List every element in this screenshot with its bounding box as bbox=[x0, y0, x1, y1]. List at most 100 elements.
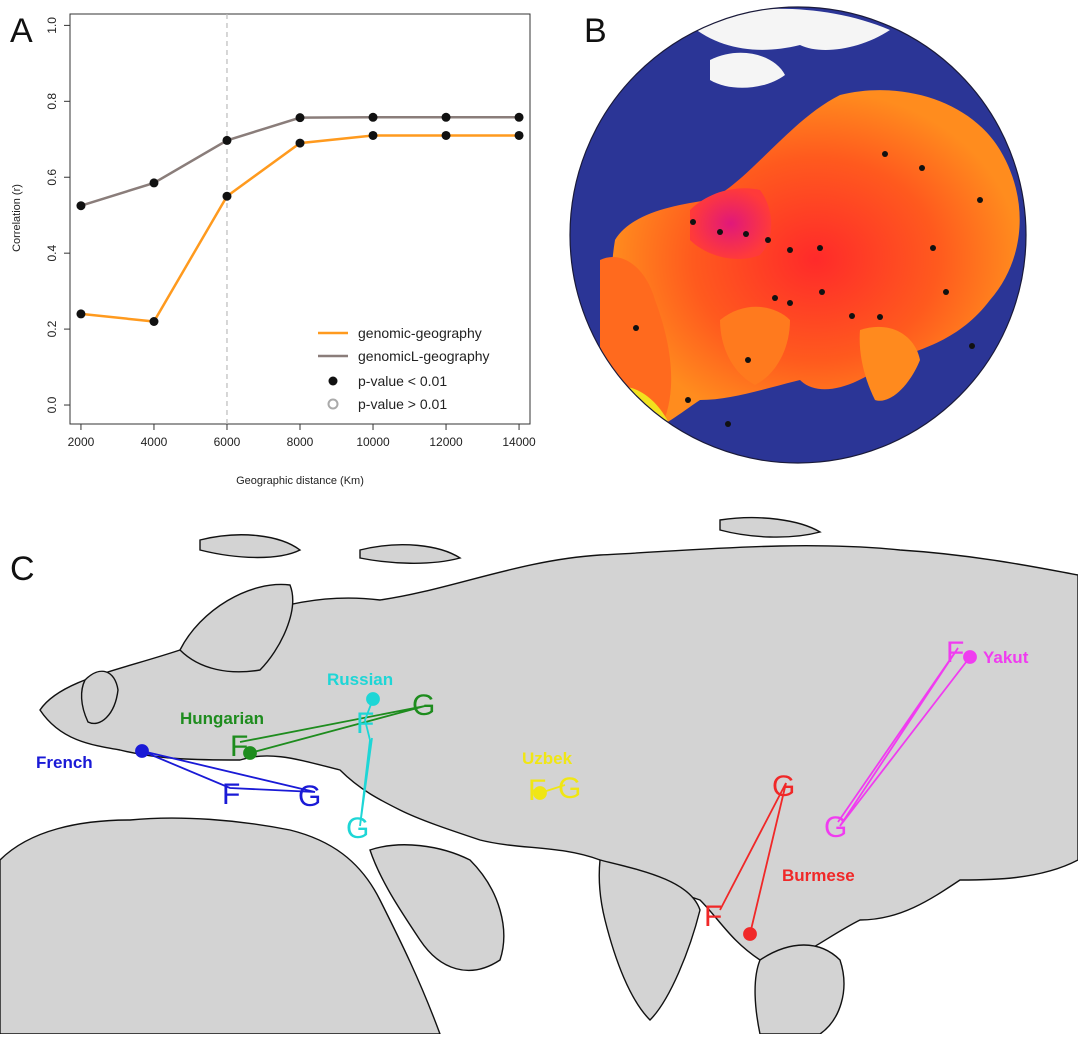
sample-point bbox=[969, 343, 975, 349]
russian-g-marker: G bbox=[346, 812, 369, 845]
y-tick-label: 0.8 bbox=[45, 93, 59, 110]
panel-letter-a: A bbox=[10, 12, 33, 50]
hungarian-path bbox=[239, 705, 426, 754]
arabia-landmass bbox=[369, 844, 505, 972]
sample-point bbox=[685, 397, 691, 403]
series-points bbox=[76, 112, 524, 326]
hungarian-origin bbox=[243, 746, 257, 760]
sample-point bbox=[849, 313, 855, 319]
population-yakut: F G Yakut bbox=[824, 636, 1029, 844]
sample-point bbox=[977, 197, 983, 203]
arctic-landmass bbox=[690, 8, 890, 50]
population-french: F G French bbox=[36, 744, 321, 813]
data-point-1 bbox=[149, 178, 159, 188]
y-axis: 0.0 0.2 0.4 0.6 0.8 1.0 bbox=[45, 17, 70, 413]
hungarian-label: Hungarian bbox=[180, 709, 264, 728]
y-axis-label: Correlation (r) bbox=[11, 184, 23, 252]
sample-point bbox=[787, 247, 793, 253]
globe-outline bbox=[569, 6, 1027, 464]
hungarian-g-marker: G bbox=[412, 689, 435, 722]
sample-point bbox=[819, 289, 825, 295]
legend-dot-nonsignificant bbox=[327, 398, 339, 410]
migration-map: F G French F G Hungarian F G Russian F G… bbox=[0, 516, 1078, 1035]
india-landmass bbox=[598, 859, 701, 1021]
sample-point bbox=[765, 237, 771, 243]
legend-label-significant: p-value < 0.01 bbox=[358, 373, 447, 389]
population-burmese: F G Burmese bbox=[704, 770, 855, 941]
sample-point bbox=[943, 289, 949, 295]
greenland bbox=[710, 52, 785, 88]
data-point-0 bbox=[76, 309, 86, 319]
sample-point bbox=[725, 421, 731, 427]
panel-b: B bbox=[560, 0, 1078, 470]
eurasia-landmass bbox=[39, 545, 1078, 963]
scandinavia-landmass bbox=[179, 583, 294, 673]
burmese-g-marker: G bbox=[772, 770, 795, 803]
sample-point bbox=[787, 300, 793, 306]
panel-letter-c: C bbox=[10, 550, 35, 588]
population-russian: F G Russian bbox=[327, 670, 393, 845]
x-tick-label: 8000 bbox=[287, 435, 314, 449]
arctic-islands bbox=[199, 516, 822, 564]
russian-origin bbox=[366, 692, 380, 706]
burmese-label: Burmese bbox=[782, 866, 855, 885]
data-point-0 bbox=[149, 317, 159, 326]
french-g-marker: G bbox=[298, 780, 321, 813]
panel-c: C F G French F G Hungarian bbox=[0, 500, 1078, 1035]
sample-point bbox=[743, 231, 749, 237]
panel-letter-b: B bbox=[584, 12, 607, 50]
x-tick-label: 2000 bbox=[68, 435, 95, 449]
europe-heatmap bbox=[690, 188, 772, 260]
yakut-f-marker: F bbox=[946, 636, 964, 669]
y-tick-label: 0.2 bbox=[45, 320, 59, 337]
legend-label-genomic: genomic-geography bbox=[358, 325, 482, 341]
sample-point bbox=[772, 295, 778, 301]
legend: genomic-geography genomicL-geography p-v… bbox=[318, 325, 490, 412]
sample-point bbox=[930, 245, 936, 251]
data-point-1 bbox=[514, 112, 524, 122]
russian-f-marker: F bbox=[356, 707, 374, 740]
french-origin bbox=[135, 744, 149, 758]
sample-point bbox=[633, 325, 639, 331]
x-tick-label: 14000 bbox=[502, 435, 536, 449]
sample-point bbox=[717, 229, 723, 235]
sample-point bbox=[919, 165, 925, 171]
yakut-origin bbox=[963, 650, 977, 664]
series-lines bbox=[80, 116, 520, 323]
y-tick-label: 0.0 bbox=[45, 396, 59, 413]
sample-point bbox=[817, 245, 823, 251]
burmese-path bbox=[719, 782, 787, 935]
panel-a: A 0.0 0.2 0.4 0.6 0.8 1.0 2000 4000 6000 8000 100… bbox=[0, 0, 540, 500]
x-axis-label: Geographic distance (Km) bbox=[236, 475, 364, 487]
uzbek-g-marker: G bbox=[558, 772, 581, 805]
legend-dot-significant bbox=[328, 376, 338, 386]
eurasia-heatmap bbox=[611, 90, 1020, 429]
uzbek-origin bbox=[533, 786, 547, 800]
y-tick-label: 0.6 bbox=[45, 169, 59, 186]
data-point-0 bbox=[514, 130, 524, 140]
population-hungarian: F G Hungarian bbox=[180, 689, 435, 763]
yakut-path bbox=[837, 647, 971, 827]
series-line-1 bbox=[80, 116, 520, 207]
x-tick-label: 10000 bbox=[356, 435, 390, 449]
yakut-label: Yakut bbox=[983, 648, 1029, 667]
legend-label-genomicL: genomicL-geography bbox=[358, 348, 490, 364]
data-point-1 bbox=[441, 112, 451, 122]
legend-label-nonsignificant: p-value > 0.01 bbox=[358, 396, 447, 412]
data-point-0 bbox=[222, 191, 232, 201]
sample-point bbox=[745, 357, 751, 363]
x-tick-label: 12000 bbox=[429, 435, 463, 449]
x-axis: 2000 4000 6000 8000 10000 12000 14000 bbox=[68, 424, 536, 449]
hungarian-f-marker: F bbox=[230, 730, 248, 763]
globe-map bbox=[569, 6, 1027, 464]
data-point-1 bbox=[76, 201, 86, 211]
y-tick-label: 1.0 bbox=[45, 17, 59, 34]
britain-landmass bbox=[80, 670, 119, 725]
x-tick-label: 6000 bbox=[214, 435, 241, 449]
data-point-0 bbox=[295, 138, 305, 148]
southeast-asia-landmass bbox=[754, 944, 845, 1035]
correlation-chart: 0.0 0.2 0.4 0.6 0.8 1.0 2000 4000 6000 8000 10000… bbox=[11, 13, 536, 487]
population-uzbek: F G Uzbek bbox=[522, 749, 581, 807]
series-line-0 bbox=[80, 134, 520, 323]
data-point-1 bbox=[222, 135, 232, 145]
